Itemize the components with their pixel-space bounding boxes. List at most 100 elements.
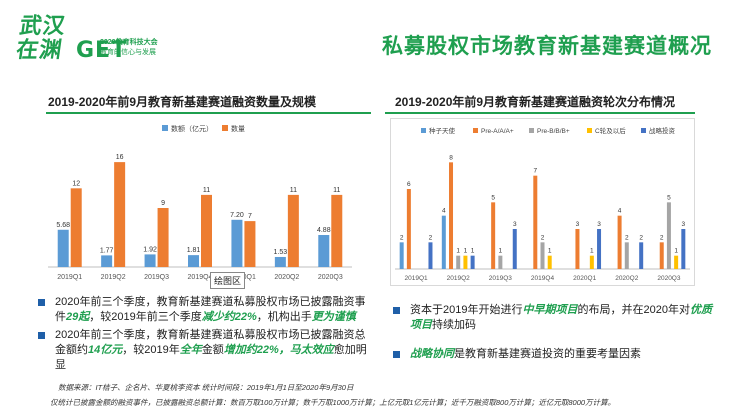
bar [624, 242, 629, 269]
data-label: 12 [72, 180, 80, 187]
bar [533, 175, 538, 269]
bullet-text: 是教育新基建赛道投资的重要考量因素 [454, 348, 641, 360]
x-tick-label: 2020Q2 [615, 275, 639, 282]
bar [441, 215, 446, 269]
data-label: 3 [682, 221, 686, 228]
data-label: 4 [442, 208, 446, 215]
page-title: 私募股权市场教育新基建赛道概况 [382, 35, 712, 58]
x-tick-label: 2019Q2 [101, 274, 126, 281]
left-chart-title: 2019-2020年前9月教育新基建赛道融资数量及规模 [48, 95, 317, 109]
highlight-text: 14亿元 [88, 344, 123, 356]
x-tick-label: 2020Q2 [274, 274, 299, 281]
round-distribution-chart[interactable]: 种子天使 Pre-A/A/A+ Pre-B/B/B+ C轮及以后 战略投资 2 6 2 2019… [390, 118, 695, 286]
highlight-text: 全年 [179, 344, 202, 356]
data-label: 7.20 [230, 212, 244, 219]
data-label: 2 [660, 234, 664, 241]
left-bullet-list: 2020年前三个季度，教育新基建赛道私募股权市场已披露融资事件29起，较2019… [38, 295, 368, 376]
data-source-note: 数据来源：IT桔子、企名片、华夏桃李资本 统计时间段：2019年1月1日至202… [58, 383, 354, 392]
legend-swatch [162, 125, 168, 131]
bar [639, 242, 644, 269]
data-label: 5.68 [56, 222, 70, 229]
data-label: 1 [548, 248, 552, 255]
x-tick-label: 2019Q1 [57, 274, 82, 281]
data-label: 1.53 [274, 249, 288, 256]
x-tick-label: 2019Q3 [489, 275, 513, 282]
bar [589, 255, 594, 269]
calculation-note: 仅统计已披露金额的融资事件，已披露融资总额计算：数百万取100万计算；数千万取1… [50, 398, 616, 407]
data-label: 1 [456, 248, 460, 255]
bar [231, 219, 243, 267]
bullet-item: 2020年前三个季度，教育新基建赛道私募股权市场已披露融资事件29起，较2019… [38, 295, 368, 325]
bullet-text: 持续加码 [432, 319, 476, 331]
bar [463, 255, 468, 269]
data-label: 3 [576, 221, 580, 228]
logo-calligraphy-line2: 在渊 [14, 37, 65, 63]
bullet-marker [38, 332, 45, 339]
bar [428, 242, 433, 269]
legend-swatch [421, 128, 426, 133]
bar [456, 255, 461, 269]
highlight-text: 减少约22% [201, 311, 257, 323]
bar [57, 229, 69, 267]
bullet-item: 资本于2019年开始进行中早期项目的布局，并在2020年对优质项目持续加码 [393, 303, 713, 333]
x-tick-label: 2020Q3 [318, 274, 343, 281]
data-label: 3 [513, 221, 517, 228]
bar [659, 242, 664, 269]
bar [666, 202, 671, 269]
data-label: 1.77 [100, 247, 114, 254]
bar [201, 194, 212, 267]
financing-volume-chart[interactable]: 数额（亿元） 数量 5.68 12 2019Q1 1.77 16 2019Q2 1.92 9 201… [40, 117, 360, 285]
bar [540, 242, 545, 269]
highlight-text: 战略协同 [410, 348, 454, 360]
legend-swatch [641, 128, 646, 133]
legend-label: Pre-A/A/A+ [481, 128, 514, 135]
bullet-text: 金额 [201, 344, 224, 356]
bar [114, 162, 126, 267]
bar [406, 189, 411, 269]
bar [491, 202, 496, 269]
financing-volume-chart-svg: 数额（亿元） 数量 5.68 12 2019Q1 1.77 16 2019Q2 1.92 9 201… [48, 124, 352, 281]
bullet-text: 资本于2019年开始进行 [410, 304, 523, 316]
bar [617, 215, 622, 269]
data-label: 2 [625, 234, 629, 241]
logo-slogan: 教育的信心与发展 [100, 49, 156, 56]
x-tick-label: 2020Q3 [657, 275, 681, 282]
highlight-text: 29起 [66, 311, 90, 323]
highlight-text: 增加约22%，马太效应 [223, 344, 334, 356]
data-label: 11 [290, 187, 297, 194]
bar [498, 255, 503, 269]
legend-label: Pre-B/B/B+ [537, 128, 570, 135]
logo-calligraphy: 武汉 在渊 [14, 13, 67, 63]
legend-label: 数量 [231, 124, 245, 133]
highlight-text: 优质项目 [410, 304, 712, 331]
bar [470, 255, 475, 269]
legend-label: 战略投资 [649, 126, 676, 135]
bullet-text: 的布局，并在2020年对 [577, 304, 690, 316]
bar [188, 255, 199, 267]
data-label: 9 [161, 200, 165, 207]
highlight-text: 更为谨慎 [311, 311, 356, 323]
data-label: 2 [541, 234, 545, 241]
right-bullet-list: 资本于2019年开始进行中早期项目的布局，并在2020年对优质项目持续加码战略协… [393, 303, 713, 376]
data-label: 5 [491, 194, 495, 201]
bullet-item: 战略协同是教育新基建赛道投资的重要考量因素 [393, 347, 713, 362]
bar [575, 229, 580, 269]
round-distribution-chart-svg: 种子天使 Pre-A/A/A+ Pre-B/B/B+ C轮及以后 战略投资 2 6 2 2019… [395, 126, 690, 282]
logo-conference-name: 2020教育科技大会 [100, 39, 158, 46]
x-tick-label: 2019Q2 [447, 275, 471, 282]
bullet-marker [38, 299, 45, 306]
data-label: 8 [449, 154, 453, 161]
highlight-text: 中早期项目 [522, 304, 578, 316]
data-label: 11 [333, 187, 340, 194]
bar [674, 255, 679, 269]
x-tick-label: 2019Q4 [531, 275, 555, 282]
bullet-marker [393, 307, 400, 314]
bar [597, 229, 602, 269]
data-label: 16 [116, 154, 124, 161]
data-label: 7 [248, 213, 252, 220]
data-label: 1 [471, 248, 475, 255]
data-label: 1.81 [187, 247, 201, 254]
data-label: 3 [597, 221, 601, 228]
bullet-text: ，机构出手 [256, 311, 312, 323]
data-label: 7 [533, 168, 537, 175]
